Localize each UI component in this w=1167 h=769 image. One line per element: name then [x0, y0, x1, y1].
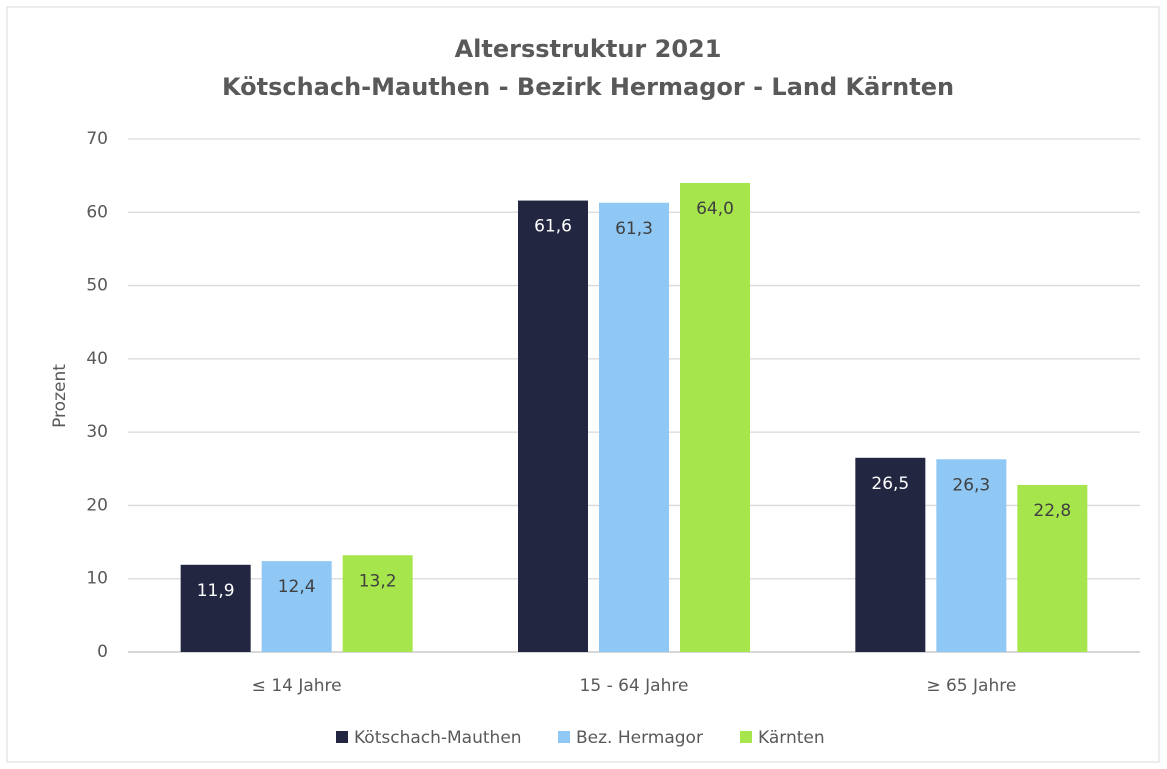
legend-swatch — [558, 731, 570, 743]
bar — [518, 200, 588, 652]
bar — [599, 202, 669, 652]
bar — [180, 564, 251, 652]
x-tick-label: ≤ 14 Jahre — [252, 676, 342, 696]
x-tick-label: ≥ 65 Jahre — [926, 676, 1016, 696]
y-axis-label: Prozent — [50, 364, 70, 428]
legend-swatch — [336, 731, 348, 743]
data-label: 64,0 — [696, 199, 734, 219]
bar — [261, 561, 332, 652]
bar — [855, 457, 926, 652]
data-label: 12,4 — [278, 577, 316, 597]
bar — [936, 459, 1007, 652]
y-tick-label: 60 — [86, 202, 108, 222]
y-tick-label: 10 — [86, 569, 108, 589]
y-tick-label: 50 — [86, 276, 108, 296]
data-label: 26,5 — [871, 474, 909, 494]
data-label: 11,9 — [197, 581, 235, 601]
x-tick-label: 15 - 64 Jahre — [580, 676, 689, 696]
y-tick-label: 20 — [86, 495, 108, 515]
data-label: 13,2 — [359, 571, 397, 591]
bar — [680, 182, 750, 652]
bar — [1017, 484, 1088, 652]
chart-title: Altersstruktur 2021 — [455, 35, 722, 63]
data-label: 26,3 — [952, 475, 990, 495]
data-label: 22,8 — [1033, 501, 1071, 521]
y-tick-label: 40 — [86, 349, 108, 369]
y-tick-label: 30 — [86, 422, 108, 442]
legend-swatch — [740, 731, 752, 743]
legend-label: Bez. Hermagor — [576, 728, 703, 748]
data-label: 61,6 — [534, 217, 572, 237]
chart-subtitle: Kötschach-Mauthen - Bezirk Hermagor - La… — [222, 73, 954, 101]
bar — [342, 555, 413, 652]
y-tick-label: 0 — [97, 642, 108, 662]
data-label: 61,3 — [615, 219, 653, 239]
legend-label: Kötschach-Mauthen — [354, 728, 522, 748]
y-tick-label: 70 — [86, 129, 108, 149]
legend-label: Kärnten — [758, 728, 825, 748]
